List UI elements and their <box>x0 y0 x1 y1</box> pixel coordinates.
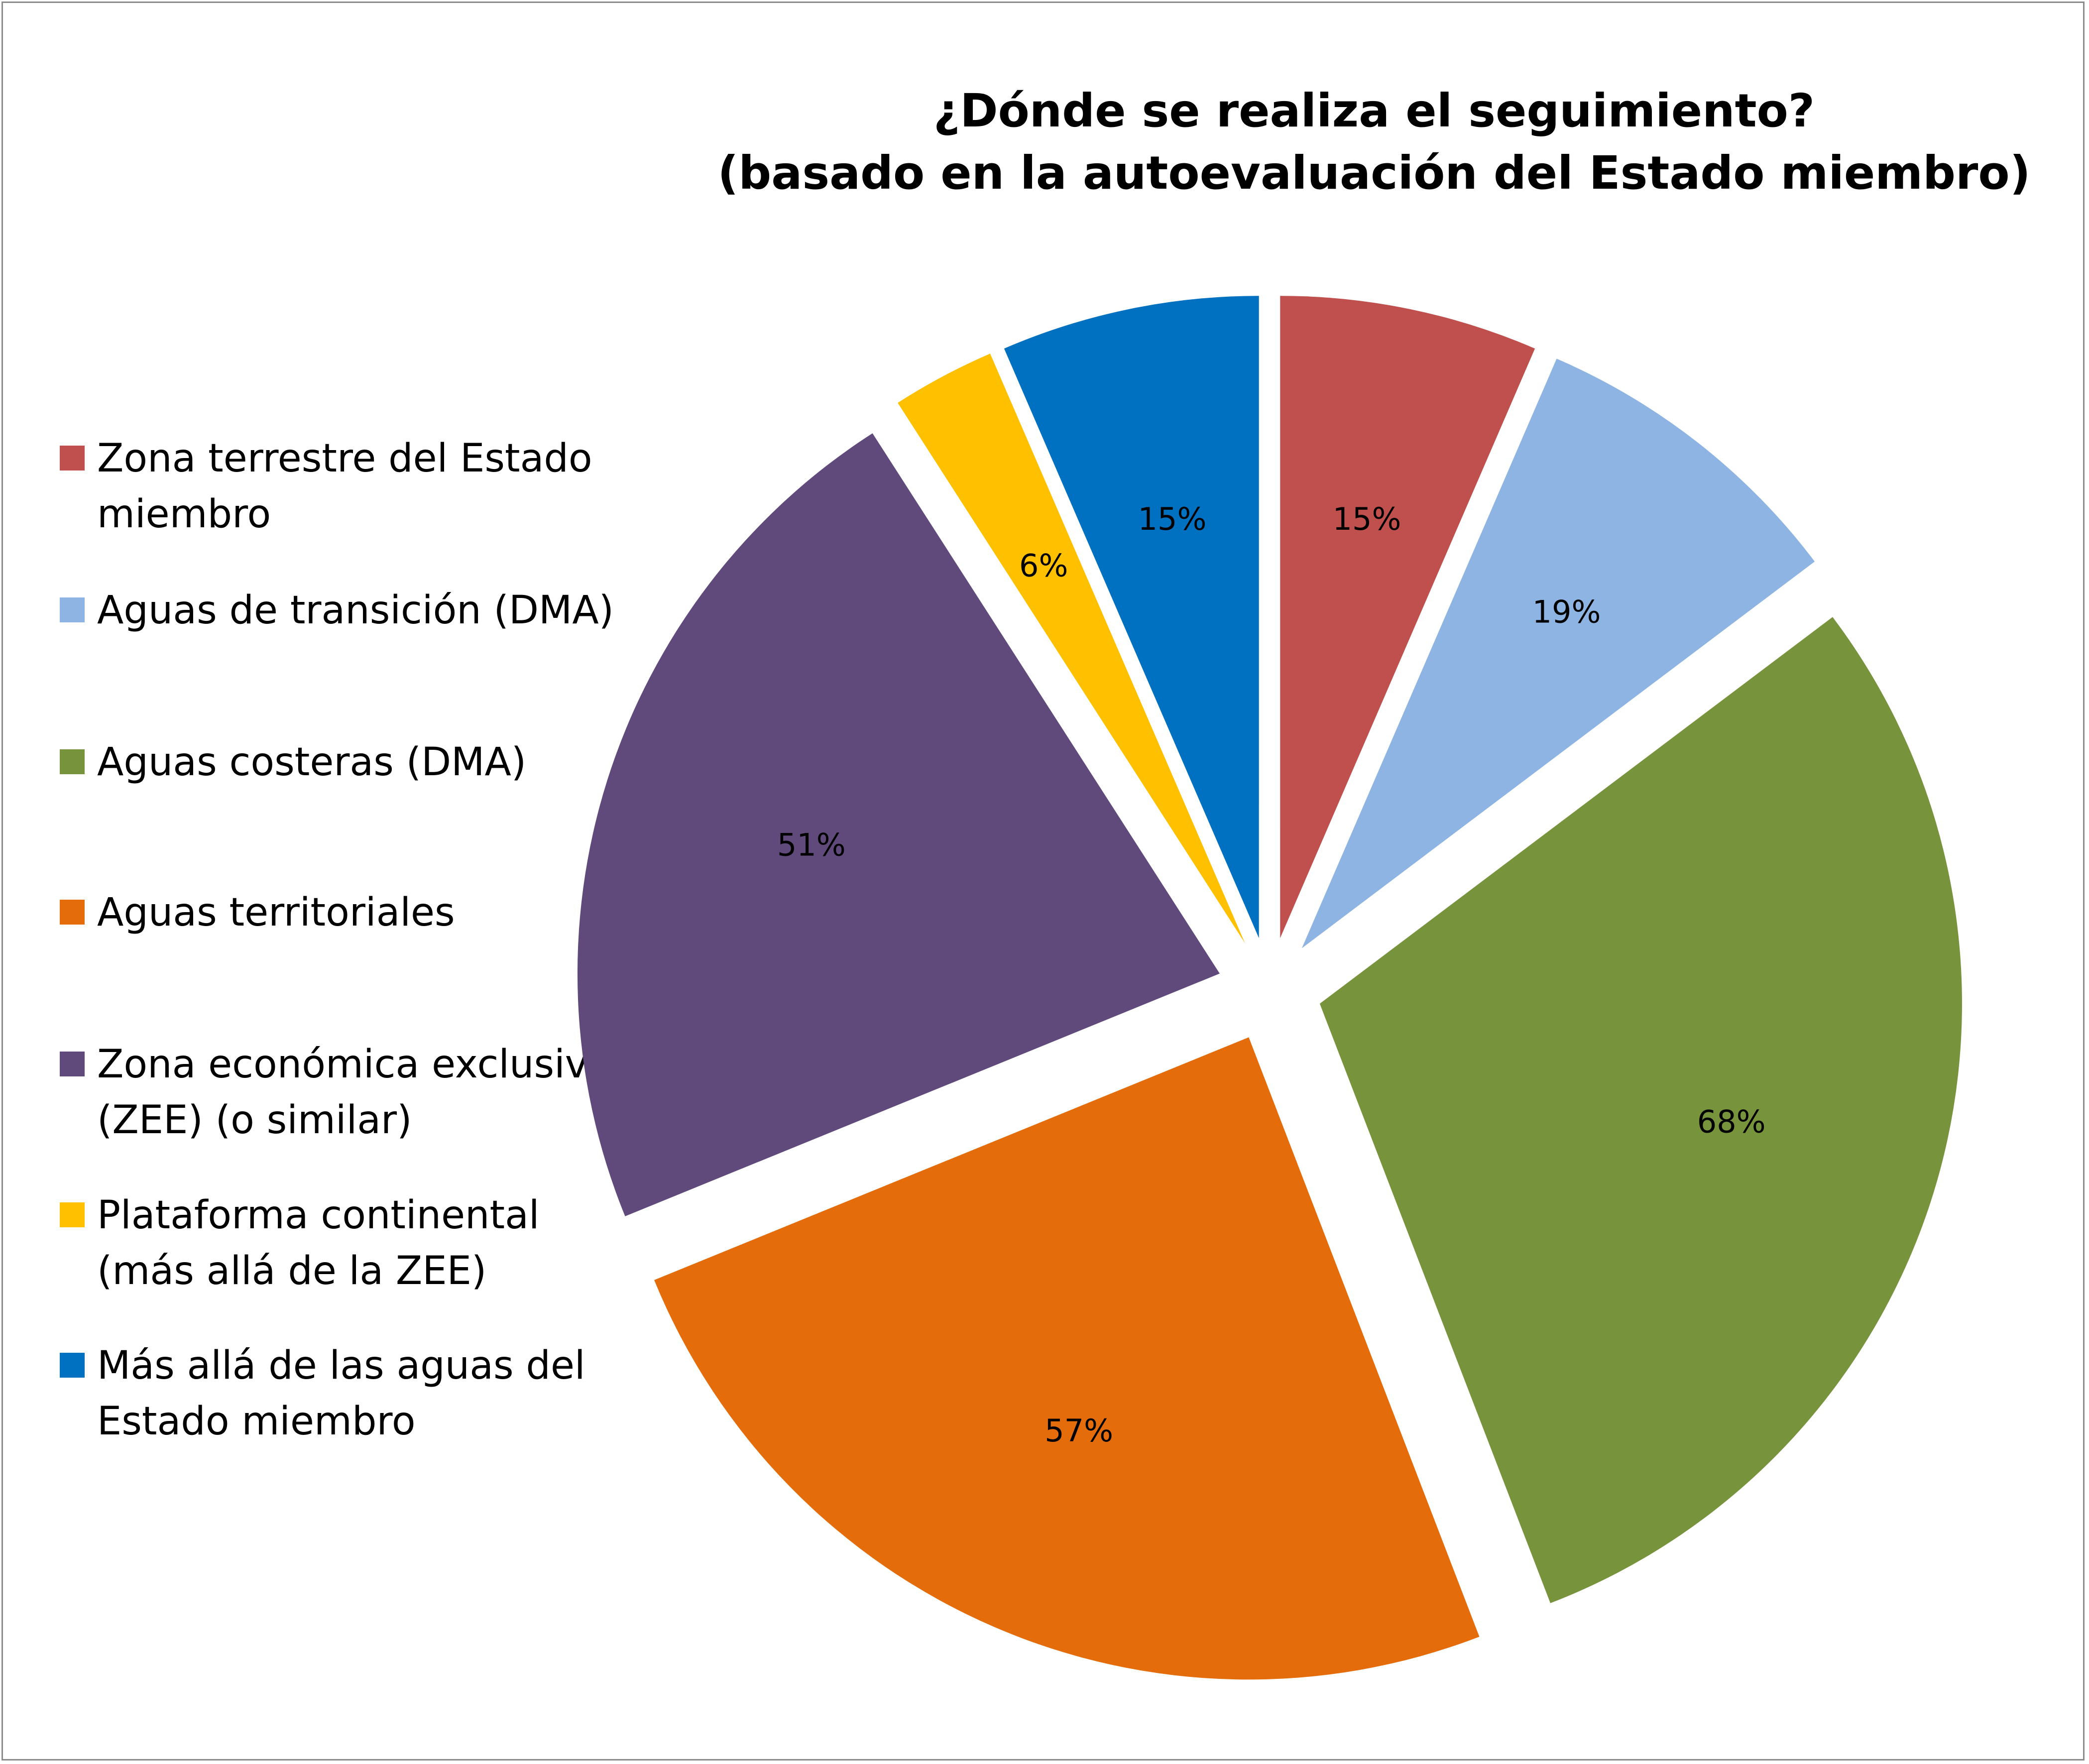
data-label-zee: 51% <box>777 826 846 863</box>
chart-title-line-2: (basado en la autoevaluación del Estado … <box>717 146 2031 200</box>
data-label-aguas-costeras: 68% <box>1697 1104 1766 1140</box>
legend-swatch-zee <box>60 1052 85 1076</box>
legend-item-aguas-costeras: Aguas costeras (DMA) <box>60 734 647 790</box>
legend-swatch-aguas-costeras <box>60 749 85 774</box>
pie-slice-aguas-transicion <box>1301 358 1815 948</box>
pie-slice-zona-terrestre <box>1280 296 1535 939</box>
legend-item-aguas-transicion: Aguas de transición (DMA) <box>60 583 647 638</box>
legend-label-plataforma-continental: Plataforma continental (más allá de la Z… <box>97 1193 540 1294</box>
data-label-mas-alla: 15% <box>1138 501 1207 537</box>
data-label-plataforma-continental: 6% <box>1019 547 1068 584</box>
legend-item-plataforma-continental: Plataforma continental (más allá de la Z… <box>60 1187 647 1299</box>
data-label-zona-terrestre: 15% <box>1333 501 1401 537</box>
pie-slice-aguas-costeras <box>1319 617 1962 1603</box>
pie-slice-plataforma-continental <box>898 353 1245 943</box>
chart-title: ¿Dónde se realiza el seguimiento? (basad… <box>637 80 2089 204</box>
legend-swatch-mas-alla <box>60 1353 85 1378</box>
legend-swatch-aguas-transicion <box>60 597 85 622</box>
legend-label-aguas-costeras: Aguas costeras (DMA) <box>97 740 527 785</box>
legend-label-aguas-transicion: Aguas de transición (DMA) <box>97 588 614 633</box>
legend-item-zona-terrestre: Zona terrestre del Estado miembro <box>60 431 647 542</box>
data-label-aguas-transicion: 19% <box>1532 594 1601 630</box>
legend-item-mas-alla: Más allá de las aguas del Estado miembro <box>60 1338 647 1449</box>
data-label-aguas-territoriales: 57% <box>1044 1412 1113 1449</box>
legend-swatch-plataforma-continental <box>60 1202 85 1227</box>
pie-slice-zee <box>577 433 1220 1216</box>
legend-label-zona-terrestre: Zona terrestre del Estado miembro <box>97 436 592 537</box>
pie-slice-mas-alla <box>1004 296 1259 939</box>
legend-label-zee: Zona económica exclusiva (ZEE) (o simila… <box>97 1042 612 1143</box>
legend-swatch-aguas-territoriales <box>60 900 85 925</box>
legend-label-aguas-territoriales: Aguas territoriales <box>97 890 455 935</box>
legend-item-aguas-territoriales: Aguas territoriales <box>60 885 647 941</box>
legend-swatch-zona-terrestre <box>60 446 85 470</box>
legend-label-mas-alla: Más allá de las aguas del Estado miembro <box>97 1343 585 1444</box>
legend-item-zee: Zona económica exclusiva (ZEE) (o simila… <box>60 1037 647 1148</box>
chart-title-line-1: ¿Dónde se realiza el seguimiento? <box>933 84 1815 137</box>
pie-slice-aguas-territoriales <box>654 1037 1480 1680</box>
